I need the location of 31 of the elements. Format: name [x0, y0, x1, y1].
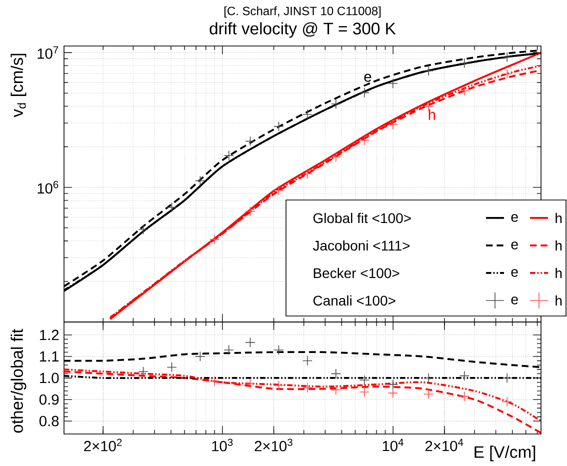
legend-label: h: [556, 268, 562, 278]
legend-label: e: [511, 269, 518, 277]
y-tick-label: 0.8: [39, 416, 59, 426]
annotation: Global fit <100>: [313, 212, 411, 224]
annotation: e: [364, 74, 372, 82]
legend-label: e: [511, 214, 518, 222]
y-tick-label: 1.0: [40, 372, 59, 384]
x-tick-label: 2×10$^{3}$: [254, 438, 292, 452]
x-tick-label: 10$^{3}$: [212, 438, 233, 452]
legend-label: h: [556, 212, 562, 224]
legend-label: e: [511, 242, 518, 250]
annotation: Jacoboni <111>: [312, 240, 410, 251]
legend-label: h: [556, 295, 562, 306]
annotation: h: [428, 109, 436, 120]
y-tick-label: 1.1: [40, 351, 59, 362]
y-axis-title: v$_{d}$ [cm/s]: [10, 54, 26, 118]
x-tick-label: 10$^{4}$: [382, 438, 404, 452]
x-axis-title: E [V/cm]: [474, 446, 536, 462]
y-tick-label: 1.2: [40, 330, 59, 340]
y-axis-title: other/global fit: [10, 328, 26, 433]
legend-label: h: [556, 240, 562, 251]
y-tick-label: 10$^{7}$: [38, 46, 58, 59]
annotation: Becker <100>: [314, 268, 400, 278]
chart-subtitle: [C. Scharf, JINST 10 C11008]: [224, 6, 381, 18]
annotation: Canali <100>: [313, 295, 396, 306]
y-tick-label: 10$^{6}$: [38, 180, 58, 194]
x-tick-label: 2×10$^{2}$: [84, 438, 122, 452]
legend-label: e: [511, 296, 518, 304]
chart-title: drift velocity @ T = 300 K: [210, 22, 396, 38]
x-tick-label: 2×10$^{4}$: [425, 438, 464, 452]
y-tick-label: 0.9: [39, 394, 59, 405]
